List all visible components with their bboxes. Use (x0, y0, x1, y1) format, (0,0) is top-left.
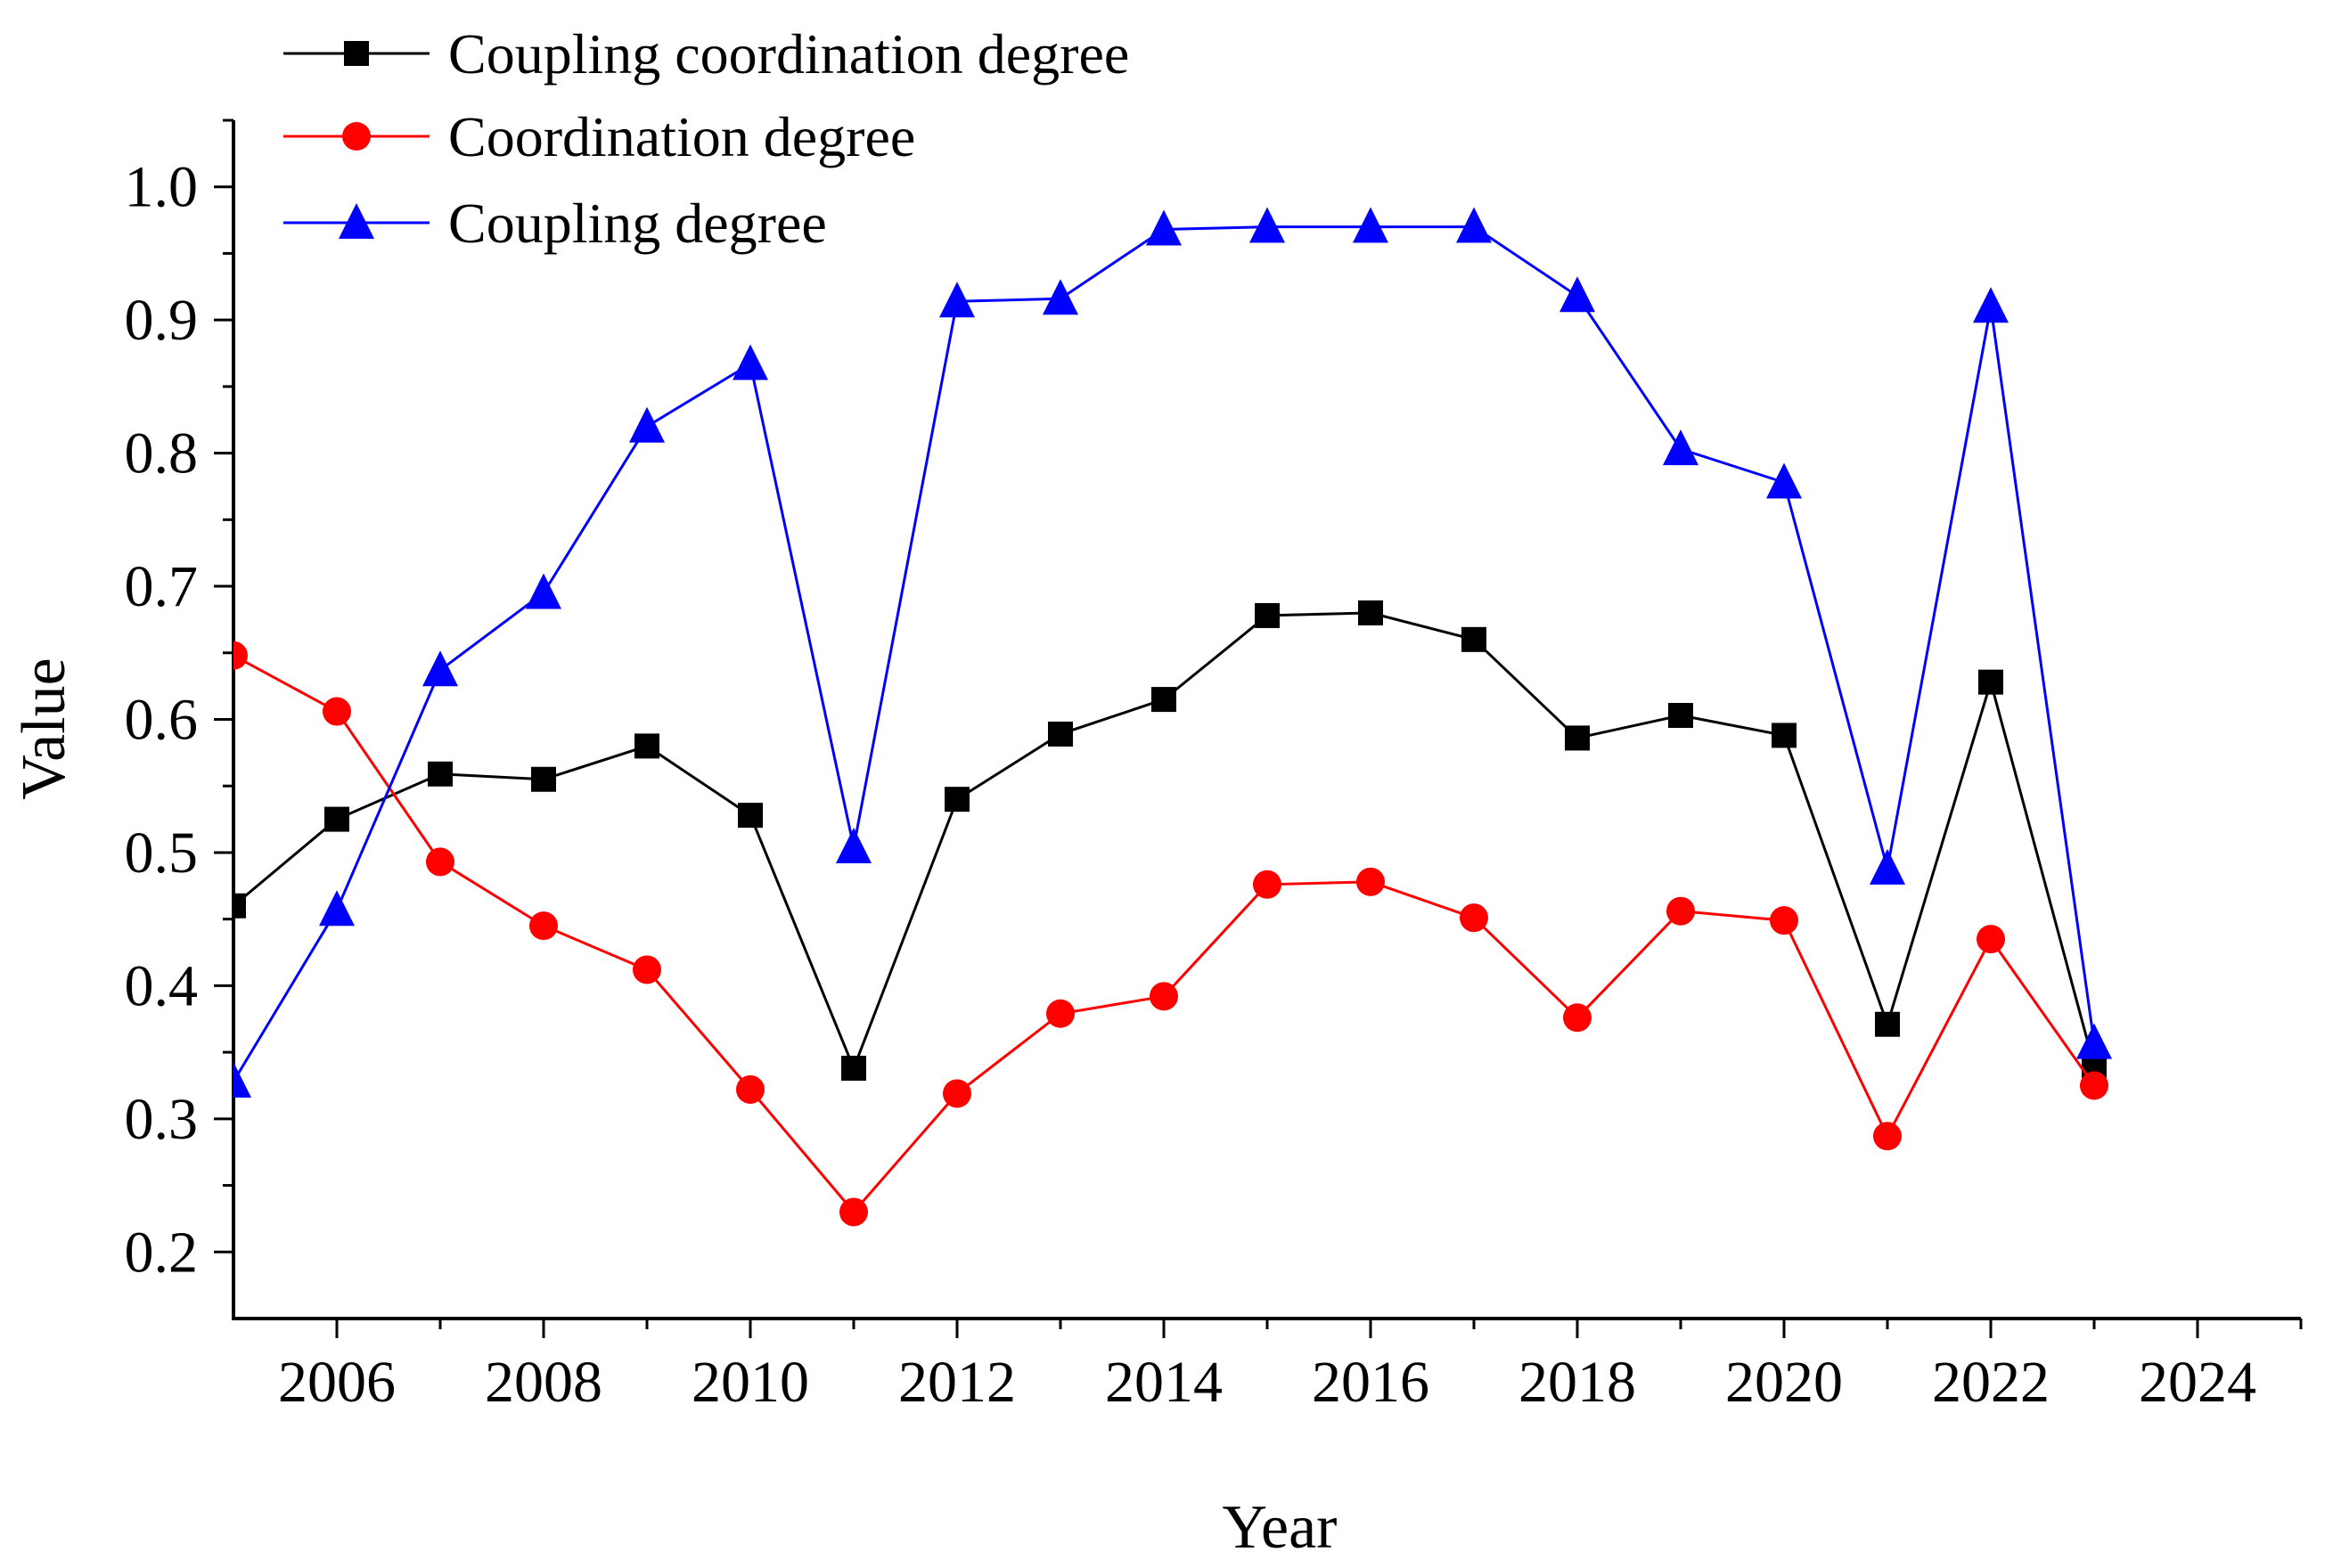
data-point (2076, 1023, 2112, 1059)
data-point (1456, 207, 1492, 243)
data-point (1772, 723, 1797, 748)
legend-item: Coupling degree (283, 192, 827, 255)
data-point (422, 650, 458, 687)
data-point (1460, 903, 1488, 933)
data-point (1151, 687, 1176, 713)
data-point (426, 847, 454, 877)
x-tick-label: 2020 (1725, 1350, 1843, 1415)
x-tick-label: 2018 (1518, 1350, 1636, 1415)
y-axis-title: Value (10, 657, 78, 799)
data-point (736, 1074, 765, 1104)
data-point (633, 955, 661, 984)
data-point (1666, 896, 1695, 926)
data-point (1046, 999, 1075, 1028)
series-triangle (233, 207, 2112, 1098)
data-point (233, 1061, 251, 1098)
data-point (233, 641, 248, 670)
data-point (1875, 1011, 1900, 1037)
y-tick-label: 0.9 (125, 288, 199, 353)
data-point (323, 697, 351, 726)
x-tick-label: 2006 (278, 1350, 396, 1415)
x-tick-label: 2010 (692, 1350, 809, 1415)
data-point (324, 806, 349, 832)
y-tick-label: 0.5 (125, 821, 199, 886)
legend-label: Coordination degree (448, 105, 915, 168)
axes: 0.2 0.3 0.4 0.5 0.6 0.7 0.8 0.9 1.0 2006 2008 2010 2… (125, 118, 2303, 1415)
data-point (1048, 721, 1073, 747)
series-line (233, 225, 2096, 1082)
series-circle (233, 641, 2108, 1227)
data-point (233, 893, 246, 919)
data-point (1663, 429, 1698, 466)
data-point (1770, 906, 1798, 935)
y-tick-label: 0.7 (125, 554, 199, 619)
data-point (1565, 725, 1590, 751)
data-point (526, 573, 561, 609)
data-point (1356, 867, 1385, 896)
series-line (233, 654, 2096, 1214)
data-point (733, 344, 768, 380)
data-point (1358, 600, 1383, 625)
data-point (1973, 287, 2009, 323)
data-point (1249, 207, 1285, 243)
data-point (1353, 207, 1388, 243)
x-tick-label: 2008 (485, 1350, 602, 1415)
legend-marker (342, 122, 371, 151)
y-tick-label: 0.3 (125, 1087, 199, 1152)
data-point (1978, 669, 2003, 695)
legend-marker (339, 203, 374, 239)
data-point (634, 733, 659, 759)
legend-item: Coordination degree (283, 105, 915, 168)
data-point (531, 766, 556, 792)
data-point (939, 282, 975, 318)
y-tick-label: 1.0 (125, 155, 199, 220)
data-point (1253, 870, 1281, 899)
y-tick-label: 0.4 (125, 953, 199, 1018)
y-tick-label: 0.8 (125, 421, 199, 486)
data-point (1255, 602, 1280, 628)
data-point (841, 1056, 866, 1082)
x-tick-label: 2014 (1105, 1350, 1223, 1415)
data-point (836, 827, 872, 863)
y-tick-label: 0.6 (125, 688, 199, 753)
data-point (943, 1079, 971, 1108)
data-point (1043, 279, 1078, 315)
data-point (1146, 209, 1182, 246)
data-point (2080, 1071, 2108, 1100)
data-point (1563, 1003, 1592, 1033)
data-point (1870, 848, 1905, 885)
legend: Coupling coordination degree Coordination… (283, 22, 1129, 255)
data-point (1977, 925, 2005, 954)
data-point (319, 890, 355, 927)
x-tick-label: 2022 (1932, 1350, 2050, 1415)
data-point (1461, 626, 1486, 652)
data-point (1559, 276, 1595, 313)
data-point (629, 406, 665, 443)
legend-label: Coupling coordination degree (448, 22, 1129, 86)
data-point (1150, 982, 1178, 1011)
data-point (839, 1197, 868, 1227)
data-point (428, 761, 453, 787)
data-point (1873, 1122, 1902, 1151)
legend-item: Coupling coordination degree (283, 22, 1129, 86)
series-square (233, 600, 2107, 1082)
x-tick-label: 2024 (2139, 1350, 2256, 1415)
legend-marker (344, 41, 369, 66)
data-point (945, 787, 970, 813)
y-tick-label: 0.2 (125, 1220, 199, 1285)
legend-label: Coupling degree (448, 192, 827, 255)
series-layer (233, 207, 2112, 1227)
data-point (529, 911, 558, 941)
x-axis-title: Year (1223, 1493, 1338, 1562)
data-point (1668, 703, 1693, 729)
data-point (1766, 462, 1802, 499)
x-tick-label: 2016 (1312, 1350, 1429, 1415)
x-tick-label: 2012 (898, 1350, 1016, 1415)
data-point (738, 803, 763, 829)
